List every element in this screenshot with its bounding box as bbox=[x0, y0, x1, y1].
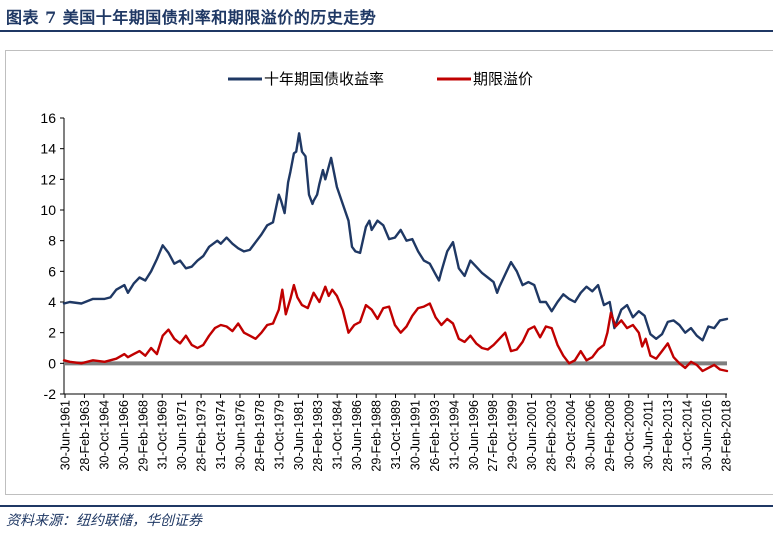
x-tick-label: 30-Jun-2001 bbox=[525, 400, 539, 470]
x-tick-label: 29-Feb-1968 bbox=[136, 400, 150, 472]
footer-rule bbox=[0, 505, 773, 507]
series-line-term-premium bbox=[62, 283, 729, 373]
x-tick-label: 28-Feb-1983 bbox=[311, 400, 325, 472]
y-tick-label: 10 bbox=[40, 202, 56, 218]
x-tick-label: 30-Jun-1996 bbox=[467, 400, 481, 470]
y-axis: 16 14 12 10 8 6 4 2 0 -2 bbox=[40, 110, 64, 402]
x-tick-label: 27-Feb-1998 bbox=[486, 400, 500, 472]
x-tick-label: 30-Jun-1986 bbox=[350, 400, 364, 470]
y-tick-label: 8 bbox=[48, 233, 56, 249]
x-tick-label: 29-Feb-2008 bbox=[603, 400, 617, 472]
x-tick-label: 30-Jun-1976 bbox=[233, 400, 247, 470]
x-tick-label: 29-Feb-1988 bbox=[370, 400, 384, 472]
x-tick-label: 30-Jun-1981 bbox=[292, 400, 306, 470]
series-line-yield bbox=[62, 132, 729, 342]
x-axis: 30-Jun-1961 28-Feb-1963 30-Oct-1964 30-Jun-… bbox=[59, 394, 734, 472]
x-tick-label: 30-Jun-2011 bbox=[642, 400, 656, 469]
x-tick-label: 31-Oct-1994 bbox=[447, 400, 461, 470]
chart-legend: 十年期国债收益率 期限溢价 bbox=[228, 70, 533, 88]
x-tick-label: 30-Oct-1964 bbox=[97, 400, 111, 470]
x-tick-label: 30-Jun-1961 bbox=[59, 400, 73, 470]
x-tick-label: 28-Feb-1963 bbox=[78, 400, 92, 472]
title-rule bbox=[0, 30, 773, 32]
y-tick-label: 12 bbox=[40, 171, 56, 187]
x-tick-label: 28-Feb-1973 bbox=[195, 400, 209, 472]
x-tick-label: 28-Feb-2003 bbox=[545, 400, 559, 472]
y-tick-label: 16 bbox=[40, 110, 56, 126]
chart-frame bbox=[5, 50, 773, 495]
y-tick-label: -2 bbox=[44, 386, 57, 402]
y-tick-label: 2 bbox=[48, 325, 56, 341]
x-tick-label: 31-Oct-1989 bbox=[389, 400, 403, 470]
source-note: 资料来源：纽约联储，华创证券 bbox=[6, 513, 202, 529]
x-tick-label: 30-Jun-1971 bbox=[175, 400, 189, 470]
x-tick-label: 31-Oct-1979 bbox=[272, 400, 286, 470]
x-tick-label: 28-Feb-2018 bbox=[720, 400, 734, 472]
x-tick-label: 28-Feb-1978 bbox=[253, 400, 267, 472]
x-tick-label: 29-Oct-1999 bbox=[506, 400, 520, 470]
y-tick-label: 0 bbox=[48, 355, 56, 371]
x-tick-label: 30-Oct-2009 bbox=[622, 400, 636, 470]
y-tick-label: 4 bbox=[48, 294, 56, 310]
plot-area bbox=[63, 118, 727, 395]
x-tick-label: 26-Feb-1993 bbox=[428, 400, 442, 472]
legend-label-yield: 十年期国债收益率 bbox=[264, 70, 384, 88]
y-tick-label: 6 bbox=[48, 263, 56, 279]
series-group bbox=[62, 132, 729, 373]
x-tick-label: 31-Oct-1969 bbox=[156, 400, 170, 470]
figure-title: 图表 7 美国十年期国债利率和期限溢价的历史走势 bbox=[6, 8, 377, 27]
x-tick-label: 30-Jun-2016 bbox=[700, 400, 714, 470]
x-tick-label: 31-Oct-1984 bbox=[331, 400, 345, 470]
x-tick-label: 31-Oct-2014 bbox=[681, 400, 695, 470]
y-tick-label: 14 bbox=[40, 141, 56, 157]
x-tick-label: 30-Jun-2006 bbox=[583, 400, 597, 470]
x-tick-label: 29-Oct-2004 bbox=[564, 400, 578, 470]
x-tick-label: 31-Oct-1974 bbox=[214, 400, 228, 470]
x-tick-label: 30-Jun-1966 bbox=[117, 400, 131, 470]
legend-label-term-premium: 期限溢价 bbox=[473, 70, 533, 88]
x-tick-label: 28-Feb-2013 bbox=[661, 400, 675, 472]
x-tick-label: 30-Jun-1991 bbox=[408, 400, 422, 470]
